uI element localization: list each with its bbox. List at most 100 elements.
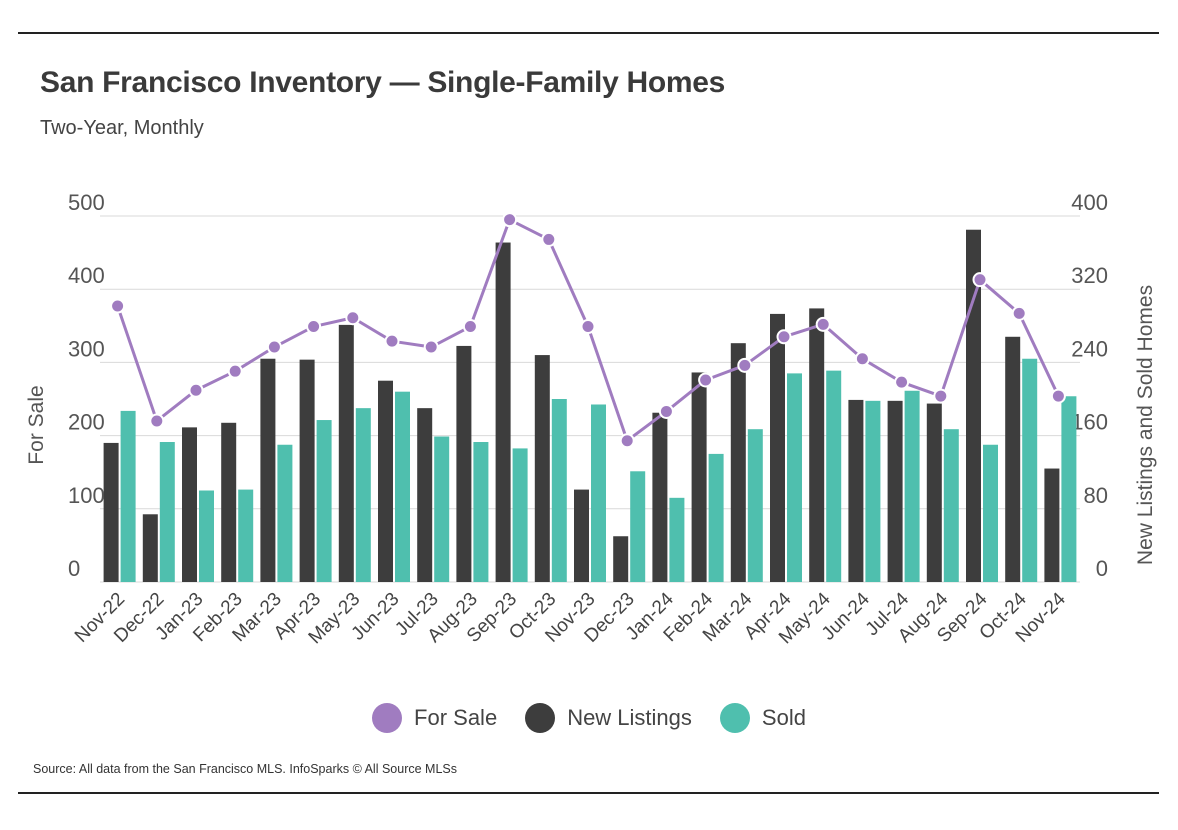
sold-bar	[277, 444, 293, 582]
sold-bar	[787, 373, 802, 582]
new-listings-bar	[417, 408, 433, 582]
source-note: Source: All data from the San Francisco …	[33, 762, 457, 776]
new-listings-bar	[652, 412, 668, 582]
sold-legend-marker	[719, 703, 750, 733]
sold-bar	[512, 448, 528, 582]
new-listings-bar	[966, 229, 981, 582]
legend-item-for-sale: For Sale	[372, 703, 497, 733]
chart-title: San Francisco Inventory — Single-Family …	[40, 66, 726, 99]
for-sale-point	[815, 316, 831, 332]
legend: For Sale New Listings Sold	[0, 700, 1178, 736]
new-listings-bar	[182, 427, 197, 582]
new-listings-legend-marker	[525, 703, 556, 733]
new-listings-bar	[260, 358, 276, 582]
new-listings-bar	[770, 313, 785, 582]
new-listings-bar	[103, 442, 119, 582]
new-listings-bar	[1044, 468, 1060, 582]
right-tick-label: 80	[1084, 483, 1108, 508]
sold-bar	[1022, 358, 1038, 582]
new-listings-bar	[338, 324, 354, 582]
sold-bar	[120, 410, 136, 582]
right-tick-label: 320	[1071, 263, 1108, 288]
for-sale-point	[306, 319, 322, 335]
legend-item-sold: Sold	[719, 703, 806, 733]
category-axis: Nov-22Dec-22Jan-23Feb-23Mar-23Apr-23May-…	[71, 588, 1070, 648]
left-tick-label: 0	[68, 556, 80, 581]
for-sale-legend-marker	[372, 703, 403, 733]
top-rule	[18, 32, 1159, 34]
new-listings-bar	[299, 359, 315, 582]
right-tick-label: 160	[1071, 410, 1108, 435]
for-sale-point	[658, 403, 674, 419]
for-sale-point	[502, 212, 518, 228]
right-axis-title: New Listings and Sold Homes	[1134, 285, 1157, 565]
new-listings-bar	[926, 403, 942, 582]
for-sale-point	[894, 374, 910, 390]
sold-bar	[473, 442, 489, 582]
new-listings-bar	[378, 380, 393, 582]
for-sale-point	[580, 319, 596, 335]
sold-bar	[551, 399, 567, 582]
for-sale-point	[149, 413, 165, 429]
for-sale-point	[384, 333, 400, 349]
left-axis: 0 100 200 300 400 500	[68, 190, 105, 581]
new-listings-bar	[221, 422, 237, 582]
left-tick-label: 300	[68, 336, 105, 361]
left-axis-title: For Sale	[25, 385, 48, 464]
sold-bar	[159, 442, 175, 582]
for-sale-point	[188, 382, 204, 398]
for-sale-point	[933, 388, 949, 404]
for-sale-line-series	[110, 212, 1066, 449]
for-sale-point	[541, 231, 557, 247]
right-tick-label: 400	[1071, 190, 1108, 215]
sold-bar	[199, 490, 214, 582]
for-sale-point	[462, 319, 478, 335]
for-sale-point	[227, 363, 243, 379]
legend-label-for-sale: For Sale	[414, 705, 498, 730]
for-sale-point	[345, 310, 361, 326]
sold-bar	[395, 391, 410, 582]
new-listings-bar	[691, 372, 707, 582]
legend-item-new-listings: New Listings	[525, 703, 692, 733]
sold-bar	[669, 497, 685, 582]
for-sale-point	[698, 372, 714, 388]
left-tick-label: 400	[68, 263, 105, 288]
for-sale-point	[110, 298, 126, 314]
sold-bar	[943, 429, 959, 582]
sold-bar	[708, 453, 724, 582]
bar-series	[103, 229, 1077, 582]
sold-bar	[316, 420, 332, 582]
new-listings-bar	[1005, 336, 1021, 582]
new-listings-bar	[495, 242, 511, 582]
sold-bar	[826, 370, 842, 582]
sold-bar	[865, 400, 881, 582]
right-tick-label: 0	[1096, 556, 1108, 581]
sold-bar	[1061, 396, 1077, 582]
for-sale-point	[423, 339, 439, 355]
for-sale-point	[1011, 305, 1027, 321]
new-listings-bar	[456, 345, 472, 582]
new-listings-bar	[534, 355, 550, 582]
for-sale-point	[776, 329, 792, 345]
chart-subtitle: Two-Year, Monthly	[40, 117, 204, 139]
sold-bar	[355, 408, 371, 582]
sold-bar	[630, 471, 646, 582]
left-tick-label: 100	[68, 483, 105, 508]
new-listings-bar	[613, 536, 629, 582]
for-sale-point	[1050, 388, 1066, 404]
for-sale-point	[737, 357, 753, 373]
left-tick-label: 500	[68, 190, 105, 215]
for-sale-point	[266, 339, 282, 355]
bottom-rule	[18, 792, 1159, 794]
sold-bar	[983, 444, 998, 582]
for-sale-point	[972, 272, 988, 288]
right-axis: 0 80 160 240 320 400	[1071, 190, 1108, 581]
sold-bar	[904, 390, 920, 582]
new-listings-bar	[730, 343, 746, 582]
legend-label-sold: Sold	[761, 705, 806, 730]
for-sale-point	[854, 351, 870, 367]
new-listings-bar	[809, 308, 825, 582]
chart-plot: 0 100 200 300 400 500 0 80 160 240 320 400 For Sal…	[25, 190, 1157, 648]
new-listings-bar	[848, 399, 864, 582]
left-tick-label: 200	[68, 410, 105, 435]
